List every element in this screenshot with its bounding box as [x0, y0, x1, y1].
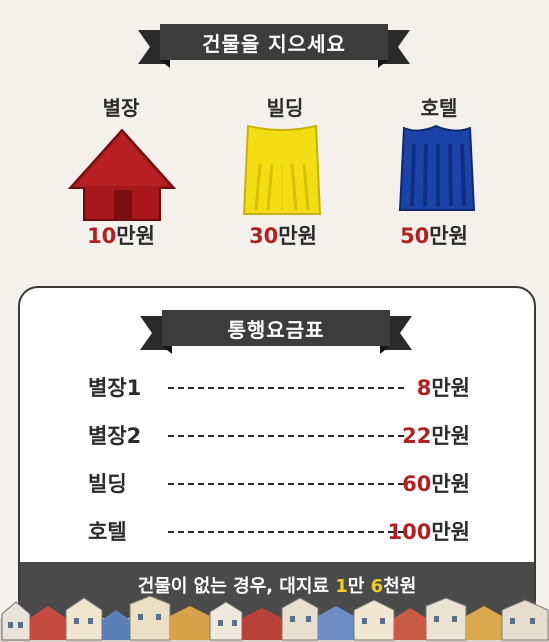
- toll-title: 통행요금표: [140, 314, 412, 343]
- building-price-unit: 만원: [278, 224, 317, 248]
- villa-house-icon: [68, 128, 176, 222]
- land-fee-prefix: 건물이 없는 경우, 대지료: [138, 576, 336, 597]
- toll-row-name: 별장2: [88, 420, 141, 450]
- toll-row-price: 8만원: [417, 372, 470, 402]
- toll-row-price-number: 8: [417, 376, 432, 400]
- toll-row-price-number: 22: [402, 424, 431, 448]
- land-fee-mid: 만: [348, 576, 371, 597]
- toll-row-name: 별장1: [88, 372, 141, 402]
- title-ribbon: 건물을 지으세요: [138, 20, 410, 72]
- toll-ribbon: 통행요금표: [140, 306, 412, 358]
- toll-row-price-unit: 만원: [431, 472, 470, 496]
- toll-row-price: 60만원: [402, 468, 470, 498]
- building-label-hotel: 호텔: [384, 92, 494, 121]
- hotel-price-unit: 만원: [429, 224, 468, 248]
- land-fee-suffix: 천원: [383, 576, 416, 597]
- town-skyline-illustration: [0, 596, 549, 642]
- toll-row-price-number: 100: [388, 520, 432, 544]
- building-label-villa: 별장: [66, 92, 176, 121]
- toll-row-dots: [168, 435, 404, 437]
- toll-row-price: 100만원: [388, 516, 470, 546]
- building-price: 30만원: [213, 220, 353, 250]
- toll-table: 통행요금표 별장1 8만원 별장2 22만원 빌딩 60만원 호텔 100만원 …: [18, 286, 536, 620]
- toll-row-price-unit: 만원: [431, 520, 470, 544]
- toll-row-name: 빌딩: [88, 468, 127, 498]
- building-tower-icon: [242, 124, 322, 218]
- land-fee-num2: 6: [371, 576, 384, 597]
- toll-row-price: 22만원: [402, 420, 470, 450]
- toll-row-price-unit: 만원: [431, 376, 470, 400]
- building-label-building: 빌딩: [230, 92, 340, 121]
- land-fee-num1: 1: [335, 576, 348, 597]
- villa-price-number: 10: [87, 224, 116, 248]
- building-price-number: 30: [249, 224, 278, 248]
- toll-row-dots: [168, 531, 404, 533]
- hotel-price-number: 50: [400, 224, 429, 248]
- toll-row-name: 호텔: [88, 516, 127, 546]
- hotel-tower-icon: [396, 122, 478, 216]
- hotel-price: 50만원: [364, 220, 504, 250]
- toll-row-dots: [168, 483, 404, 485]
- villa-price: 10만원: [51, 220, 191, 250]
- toll-row-price-number: 60: [402, 472, 431, 496]
- page-title: 건물을 지으세요: [138, 28, 410, 57]
- villa-price-unit: 만원: [116, 224, 155, 248]
- toll-row-dots: [168, 387, 404, 389]
- toll-row-price-unit: 만원: [431, 424, 470, 448]
